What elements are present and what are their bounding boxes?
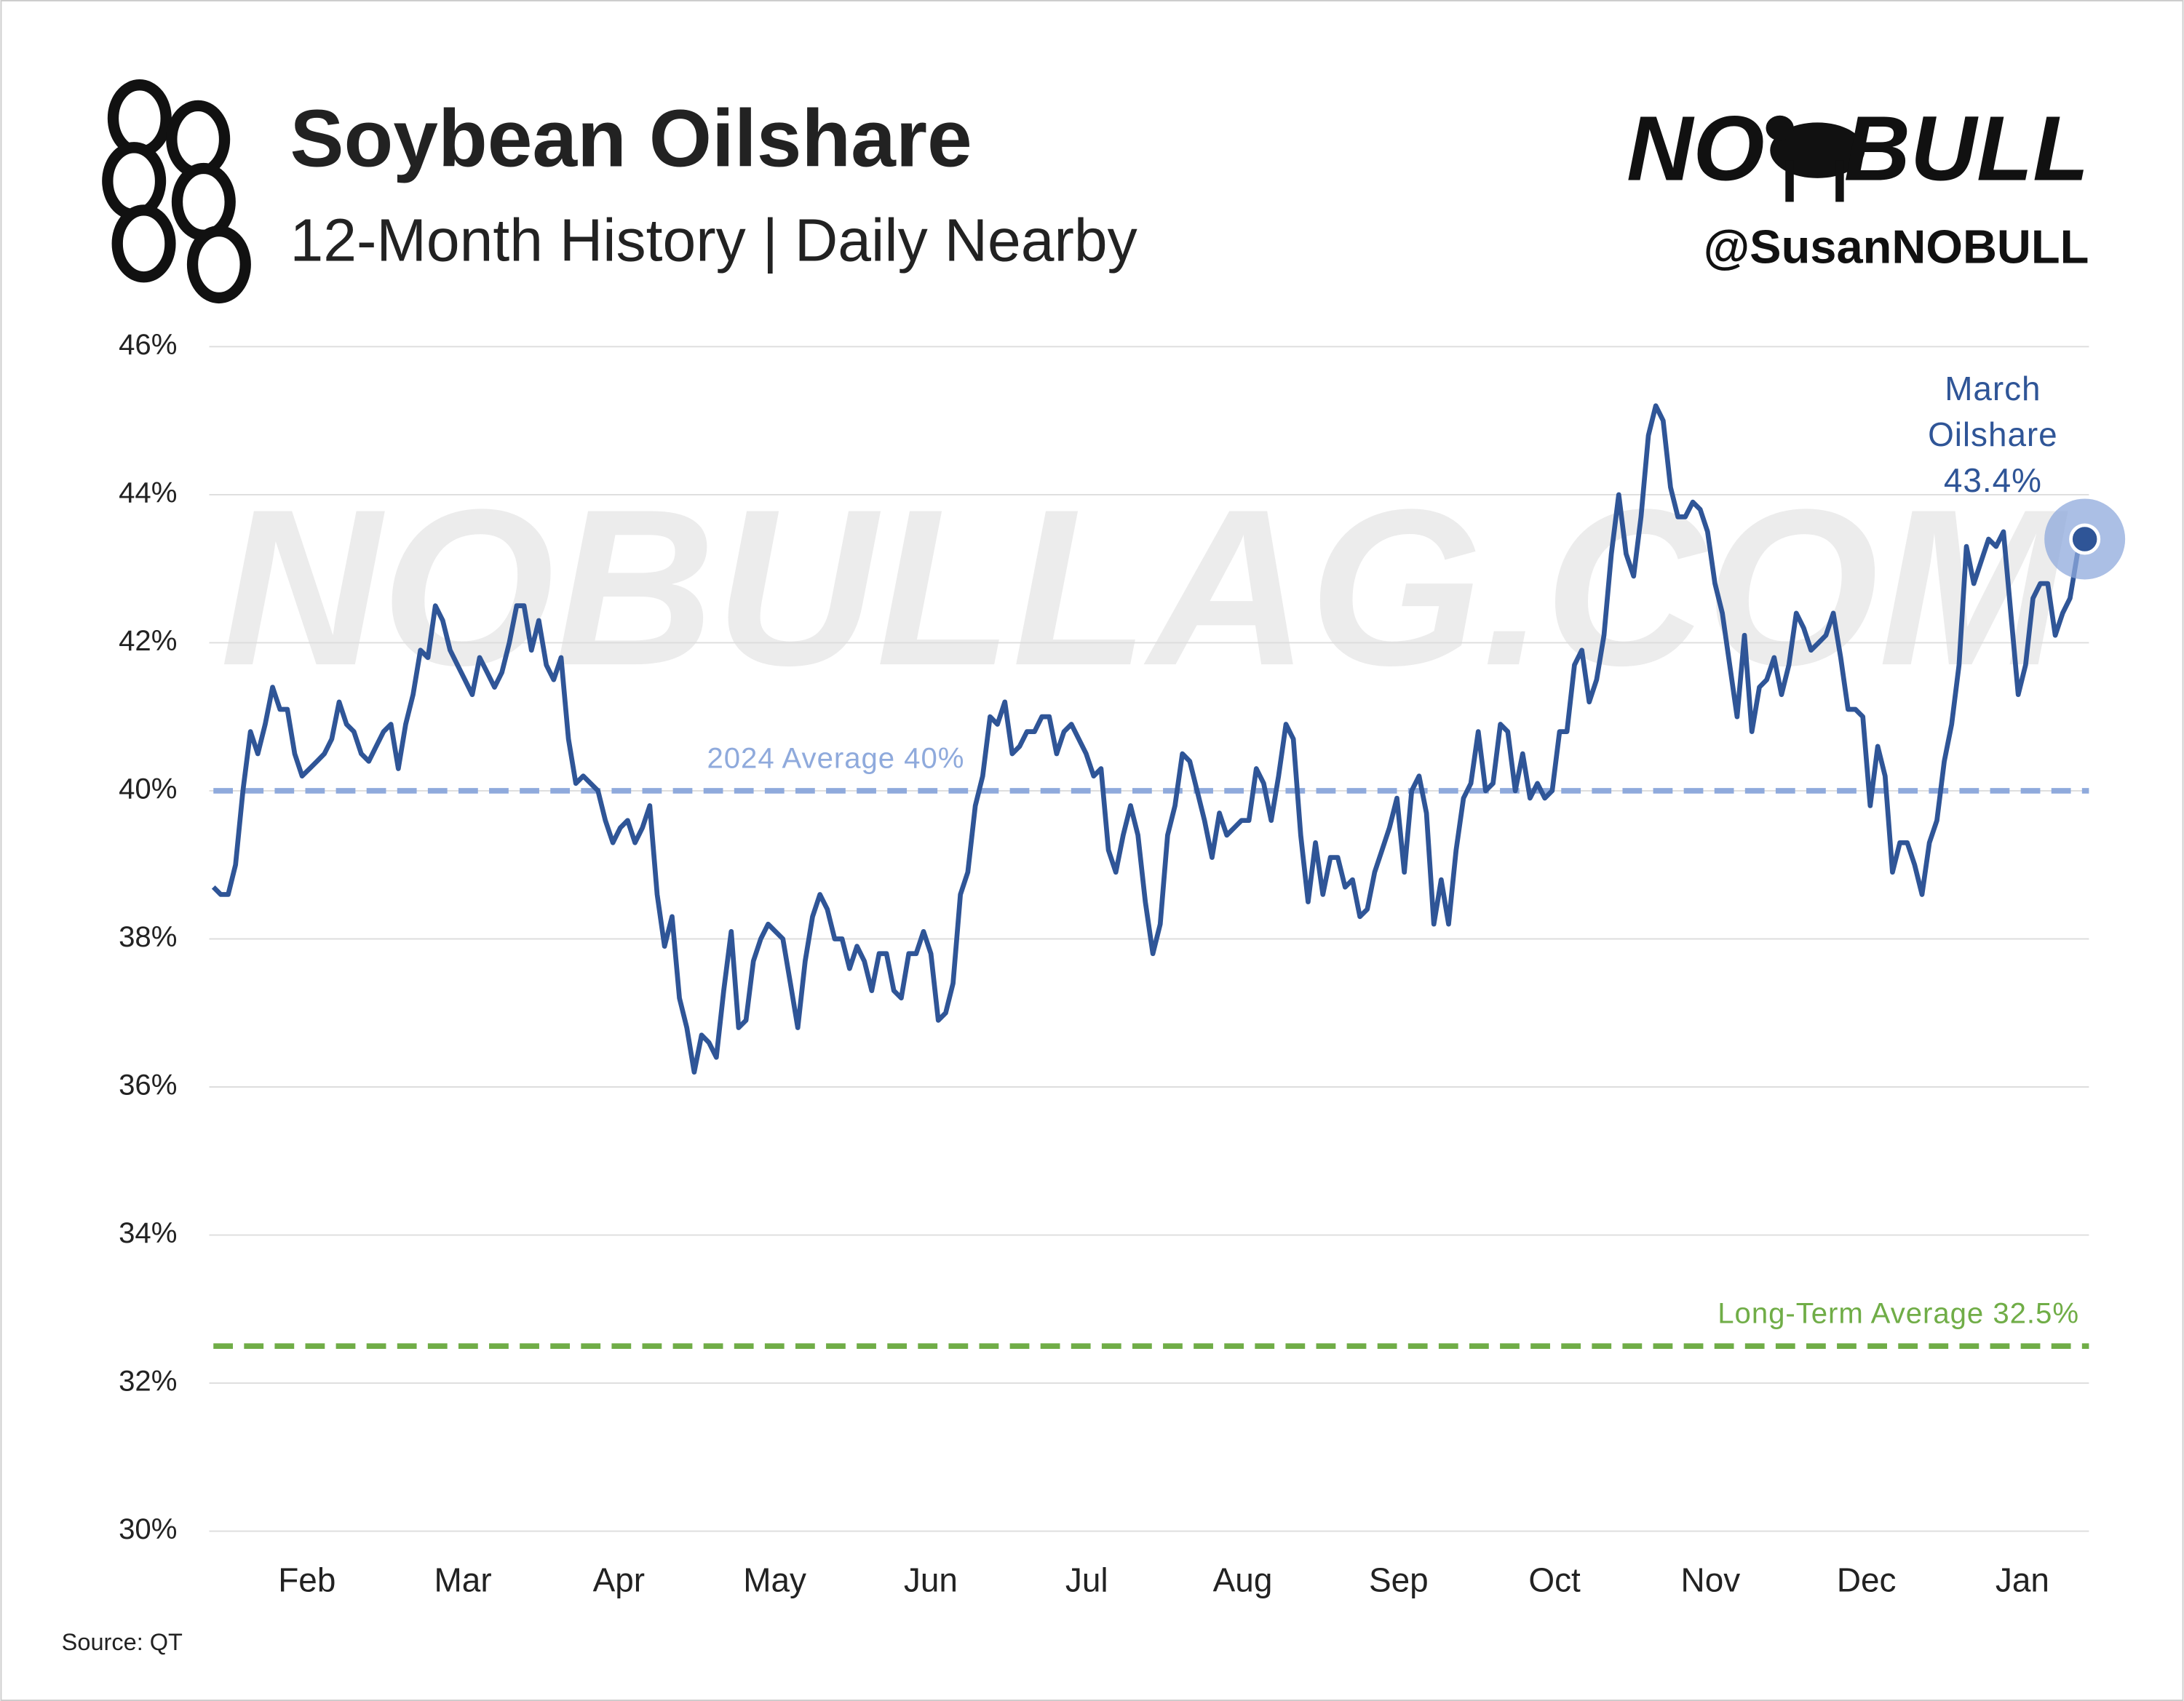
x-tick-label: Dec: [1837, 1561, 1897, 1598]
y-tick-label: 32%: [119, 1365, 177, 1398]
x-tick-label: Mar: [434, 1561, 492, 1598]
y-tick-label: 34%: [119, 1216, 177, 1249]
annotation: 43.4%: [1944, 461, 2042, 499]
y-tick-label: 30%: [119, 1513, 177, 1545]
x-tick-label: Oct: [1528, 1561, 1581, 1598]
x-tick-label: Jan: [1996, 1561, 2049, 1598]
x-tick-label: Jul: [1065, 1561, 1108, 1598]
data-line: [211, 403, 2087, 1075]
x-tick-label: Sep: [1369, 1561, 1429, 1598]
reference-label: Long-Term Average 32.5%: [1718, 1297, 2079, 1330]
title: Soybean Oilshare: [290, 93, 972, 183]
x-tick-label: Feb: [278, 1561, 335, 1598]
watermark: NOBULLAG.COM: [221, 463, 2070, 712]
end-point: [2069, 523, 2101, 555]
x-tick-label: May: [743, 1561, 806, 1598]
x-tick-label: Aug: [1213, 1561, 1273, 1598]
x-tick-label: Jun: [904, 1561, 958, 1598]
y-tick-label: 38%: [119, 920, 177, 953]
brand-left: NO: [1627, 97, 1764, 200]
y-tick-label: 40%: [119, 773, 177, 805]
y-tick-label: 42%: [119, 624, 177, 657]
handle: @SusanNOBULL: [1704, 220, 2089, 274]
source: Source: QT: [62, 1629, 183, 1655]
brand-right: BULL: [1844, 97, 2089, 200]
bull-icon: [1766, 115, 1865, 202]
y-tick-label: 44%: [119, 477, 177, 509]
reference-label: 2024 Average 40%: [707, 741, 964, 774]
x-tick-label: Nov: [1681, 1561, 1741, 1598]
subtitle: 12-Month History | Daily Nearby: [290, 207, 1137, 274]
x-tick-label: Apr: [593, 1561, 645, 1598]
annotation: March: [1945, 370, 2041, 407]
soybean-icon: [102, 79, 251, 304]
y-tick-label: 46%: [119, 328, 177, 361]
y-tick-label: 36%: [119, 1069, 177, 1102]
annotation: Oilshare: [1928, 415, 2058, 453]
